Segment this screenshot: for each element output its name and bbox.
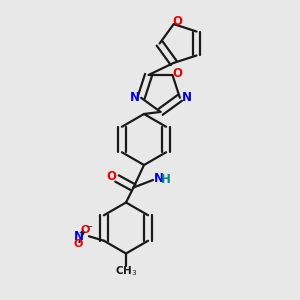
Text: N: N	[130, 91, 140, 104]
Text: N: N	[154, 172, 164, 185]
Text: H: H	[161, 173, 171, 186]
Text: O: O	[80, 225, 90, 235]
Text: +: +	[78, 228, 85, 237]
Text: CH$_3$: CH$_3$	[115, 265, 137, 278]
Text: −: −	[85, 222, 92, 231]
Text: O: O	[172, 15, 182, 28]
Text: N: N	[74, 230, 83, 243]
Text: O: O	[73, 239, 83, 249]
Text: O: O	[106, 169, 117, 183]
Text: N: N	[182, 91, 191, 104]
Text: O: O	[172, 67, 182, 80]
